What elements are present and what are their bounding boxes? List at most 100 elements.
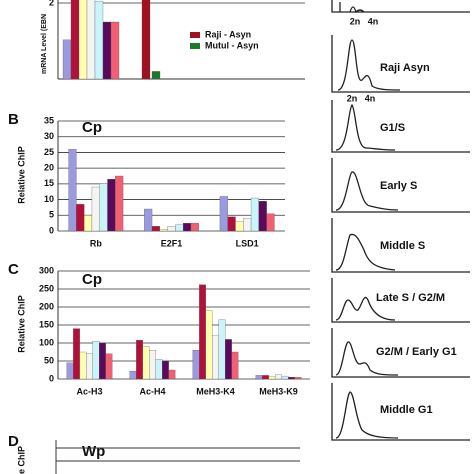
bar xyxy=(243,218,252,232)
bar xyxy=(275,374,282,380)
x-tick-label: Rb xyxy=(90,238,102,248)
flow-label: Early S xyxy=(380,180,417,192)
x-tick-label: LSD1 xyxy=(236,238,259,248)
y-tick-label: 25 xyxy=(44,147,54,157)
legend-label: Mutul - Asyn xyxy=(205,40,259,50)
bar xyxy=(76,204,85,232)
bar xyxy=(91,186,100,232)
y-tick-label: 50 xyxy=(44,355,54,365)
y-tick-label: 250 xyxy=(39,283,54,293)
legend-swatch xyxy=(190,43,200,49)
panel-title: Wp xyxy=(82,443,105,460)
flow-label: Raji Asyn xyxy=(380,62,430,74)
y-tick-label: 30 xyxy=(44,131,54,141)
y-tick-label: 2 xyxy=(49,0,54,7)
bar xyxy=(205,310,213,380)
dna-label: 4n xyxy=(365,93,376,103)
panel-letter: D xyxy=(8,433,19,450)
dna-label: 2n xyxy=(350,16,361,26)
y-tick-label: 0 xyxy=(49,225,54,235)
bar xyxy=(115,175,124,232)
bar xyxy=(231,351,239,380)
bar xyxy=(262,375,269,380)
bar xyxy=(151,71,161,80)
x-tick-label: MeH3-K4 xyxy=(196,386,235,396)
y-tick-label: 5 xyxy=(49,210,54,220)
bar xyxy=(107,178,116,232)
bar xyxy=(258,200,267,232)
bar xyxy=(155,359,163,380)
bar xyxy=(99,183,108,232)
y-tick-label: 300 xyxy=(39,265,54,275)
x-tick-label: Ac-H4 xyxy=(139,386,165,396)
bar xyxy=(62,39,72,80)
bar xyxy=(167,226,176,232)
panel-letter: B xyxy=(8,111,19,128)
bar xyxy=(175,224,184,232)
panel-d-axes xyxy=(55,440,300,474)
bar xyxy=(192,350,200,380)
y-tick-label: 20 xyxy=(44,163,54,173)
y-tick-label: 100 xyxy=(39,337,54,347)
bar xyxy=(86,353,93,380)
flow-label: Middle G1 xyxy=(380,404,433,416)
bar xyxy=(136,339,143,380)
bar xyxy=(144,208,153,232)
y-tick-label: 150 xyxy=(39,319,54,329)
flow-label: G2/M / Early G1 xyxy=(376,346,457,358)
bar xyxy=(281,375,289,380)
dna-label: 4n xyxy=(368,16,379,26)
panel-letter: C xyxy=(8,261,19,278)
x-tick-label: E2F1 xyxy=(161,238,183,248)
bar xyxy=(199,284,206,380)
y-tick-label: 10 xyxy=(44,194,54,204)
bar xyxy=(68,149,77,232)
bar xyxy=(225,339,232,380)
bar xyxy=(102,21,112,80)
bar xyxy=(190,222,199,232)
flow-histograms xyxy=(331,0,470,441)
bar xyxy=(78,0,88,80)
bar xyxy=(219,196,228,232)
flow-label: Late S / G2/M xyxy=(376,292,445,304)
bar xyxy=(268,375,276,380)
y-tick-label: 200 xyxy=(39,301,54,311)
bar xyxy=(129,370,137,380)
legend-swatch xyxy=(190,32,200,38)
bar xyxy=(227,216,236,232)
bar xyxy=(212,335,219,380)
bar xyxy=(73,328,80,380)
bar xyxy=(66,362,74,380)
x-tick-label: Ac-H3 xyxy=(76,386,102,396)
bar xyxy=(294,377,302,380)
bar xyxy=(162,360,169,380)
bar xyxy=(168,369,176,380)
flow-label: Middle S xyxy=(380,240,425,252)
bar xyxy=(218,319,226,380)
bar xyxy=(250,197,259,232)
y-axis-label: Relative ChIP xyxy=(16,295,26,353)
bar xyxy=(86,0,96,80)
bar xyxy=(235,221,244,232)
legend-box xyxy=(185,28,300,54)
bar xyxy=(92,341,100,380)
bar xyxy=(70,0,80,80)
bar xyxy=(288,377,295,380)
panel-title: Cp xyxy=(82,119,102,136)
bar xyxy=(94,0,104,80)
bar xyxy=(266,213,275,232)
bar xyxy=(105,353,113,380)
bar xyxy=(151,226,160,232)
y-tick-label: 35 xyxy=(44,115,54,125)
x-tick-label: MeH3-K9 xyxy=(259,386,298,396)
bar xyxy=(142,346,150,380)
bar xyxy=(79,351,87,380)
y-tick-label: 0 xyxy=(49,373,54,383)
bar xyxy=(159,229,168,232)
bar xyxy=(84,215,93,232)
panel-title: Cp xyxy=(82,271,102,288)
y-axis-label: Relative ChIP xyxy=(16,146,26,204)
bar xyxy=(183,222,192,232)
bar xyxy=(110,21,120,80)
